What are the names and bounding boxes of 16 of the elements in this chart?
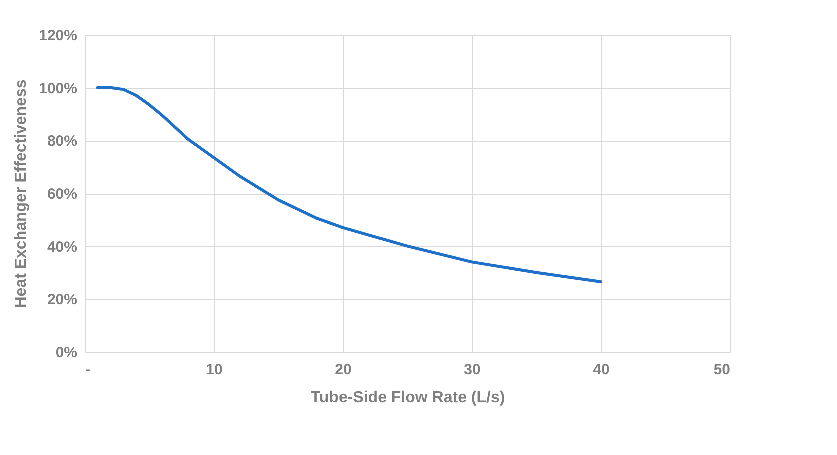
x-tick-label: 50 xyxy=(714,362,730,378)
y-tick-label: 100% xyxy=(39,80,78,98)
y-tick-label: 120% xyxy=(39,28,78,44)
x-tick-label: 30 xyxy=(464,362,481,378)
y-tick-label: 40% xyxy=(47,238,78,256)
x-tick-label: 10 xyxy=(206,362,223,378)
x-tick-label: - xyxy=(86,362,90,378)
x-axis-title: Tube-Side Flow Rate (L/s) xyxy=(310,390,506,406)
y-axis-title: Heat Exchanger Effectiveness xyxy=(13,80,30,308)
x-tick-label: 40 xyxy=(593,362,610,378)
y-tick-label: 80% xyxy=(47,133,78,150)
line-series xyxy=(96,86,602,284)
y-tick-label: 20% xyxy=(47,292,78,309)
x-tick-label: 20 xyxy=(335,362,352,378)
y-tick-label: 0% xyxy=(56,344,78,362)
y-tick-label: 60% xyxy=(47,186,78,203)
